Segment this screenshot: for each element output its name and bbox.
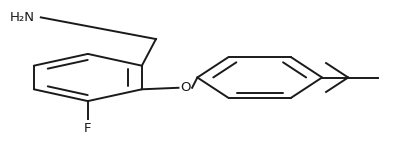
Text: F: F <box>84 122 92 135</box>
Text: H₂N: H₂N <box>10 11 35 24</box>
Text: O: O <box>180 81 190 94</box>
